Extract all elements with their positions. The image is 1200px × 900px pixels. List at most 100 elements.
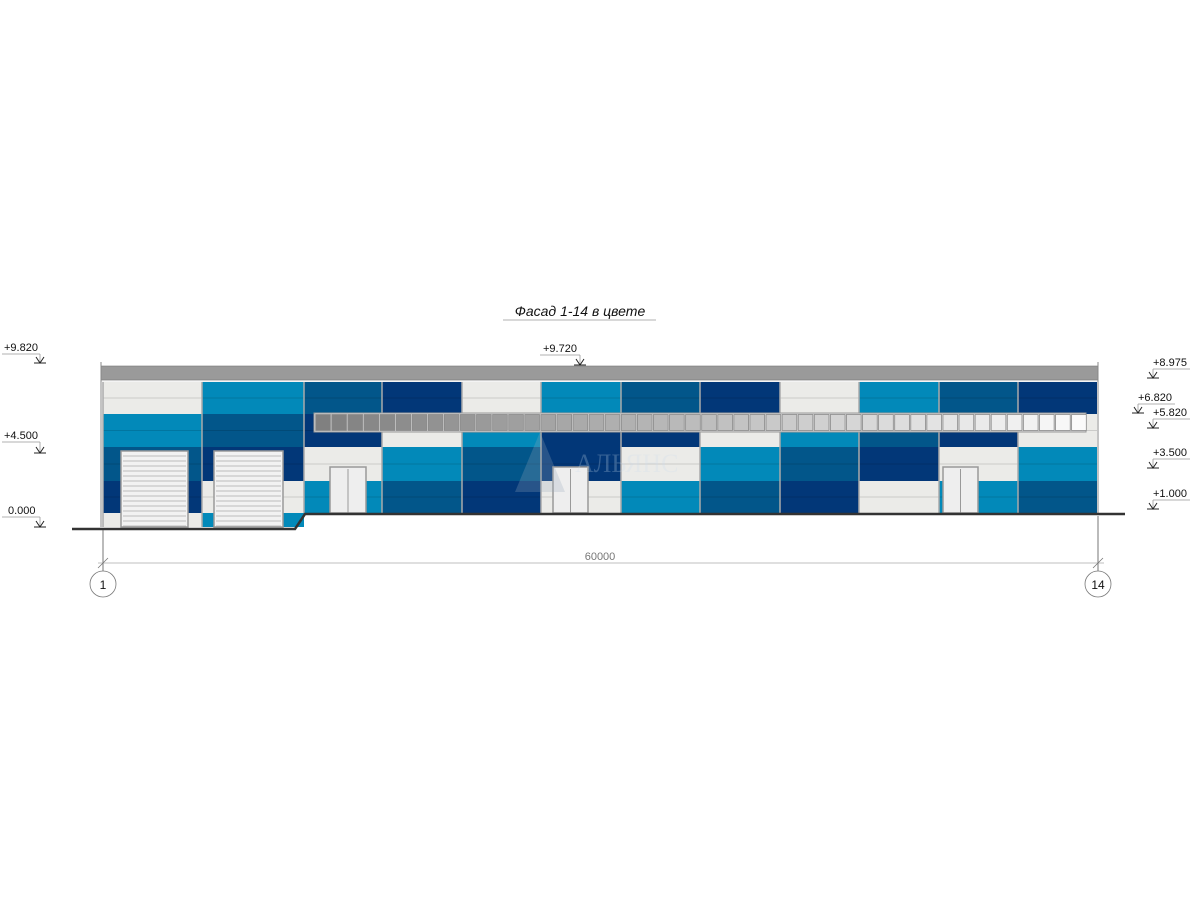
elevation-label: +9.820: [4, 342, 38, 354]
drawing-title: Фасад 1-14 в цвете: [515, 303, 646, 319]
elevation-label: +3.500: [1153, 447, 1187, 459]
elevation-arrow-icon: [1147, 461, 1159, 469]
doors: [120, 450, 979, 528]
window-pane: [846, 414, 862, 431]
window-pane: [1071, 414, 1087, 431]
window-pane: [653, 414, 669, 431]
window-pane: [894, 414, 910, 431]
wall-panel-band: [103, 382, 202, 414]
window-pane: [926, 414, 942, 431]
elevation-marker: +9.820: [2, 342, 46, 364]
wall-panel-band: [382, 447, 462, 481]
wall-panel-band: [202, 414, 304, 447]
wall-panel-band: [700, 447, 780, 481]
elevation-marker: +5.820: [1147, 407, 1190, 429]
window-pane: [1055, 414, 1071, 431]
wall-panel-band: [780, 382, 859, 414]
window-pane: [797, 414, 814, 431]
wall-panel-band: [462, 447, 541, 481]
axis-label-1: 1: [100, 578, 107, 592]
elevation-marker: +1.000: [1147, 488, 1190, 510]
elevation-arrow-icon: [34, 520, 46, 528]
window-pane: [701, 414, 717, 431]
elevation-label: +6.820: [1138, 392, 1172, 404]
dimension-tick: [97, 557, 109, 569]
window-pane: [958, 414, 975, 431]
rolling-door: [120, 450, 189, 528]
window-pane: [781, 414, 798, 431]
window-pane: [862, 414, 878, 431]
wall-panel-band: [859, 382, 939, 414]
wall-panel-band: [1018, 382, 1097, 414]
wall-panel-band: [304, 382, 382, 414]
elevation-label: +8.975: [1153, 357, 1187, 369]
window-pane: [974, 414, 991, 431]
window-pane: [347, 414, 363, 431]
window-pane: [524, 414, 540, 431]
elevation-arrow-icon: [1132, 406, 1144, 414]
elevation-marker: +3.500: [1147, 447, 1190, 469]
elevation-label: 0.000: [8, 505, 36, 517]
window-pane: [620, 414, 637, 431]
wall-panel-band: [1018, 481, 1097, 513]
wall-panel-band: [700, 382, 780, 414]
elevation-marker: +4.500: [2, 430, 46, 454]
axis-bubble-14: [1084, 570, 1112, 598]
wall-panel-band: [780, 481, 859, 513]
window-pane: [829, 414, 846, 431]
wall-panel-band: [382, 382, 462, 414]
window-pane: [878, 414, 894, 431]
wall-panel-band: [462, 481, 541, 513]
window-pane: [540, 414, 556, 431]
wall-panel-band: [621, 382, 700, 414]
wall-panel-band: [462, 382, 541, 414]
window-pane: [1022, 414, 1039, 431]
wall-panel-band: [859, 481, 939, 513]
window-pane: [990, 414, 1007, 431]
window-pane: [669, 414, 685, 431]
elevation-marker: 0.000: [2, 505, 46, 528]
watermark-triangle-icon: [515, 432, 565, 492]
wall-panel-band: [859, 447, 939, 481]
window-pane: [379, 414, 396, 431]
wall-panel-band: [541, 382, 621, 414]
elevation-marker: +9.720: [540, 343, 586, 366]
window-pane: [508, 414, 524, 431]
elevation-label: +5.820: [1153, 407, 1187, 419]
elevation-arrow-icon: [1147, 371, 1159, 379]
elevation-arrow-icon: [1147, 421, 1159, 429]
window-pane: [363, 414, 380, 431]
wall-panel-band: [621, 447, 700, 481]
window-pane: [636, 414, 653, 431]
window-pane: [395, 414, 412, 431]
window-pane: [604, 414, 621, 431]
facade-top-trim: [101, 380, 1098, 382]
window-pane: [1006, 414, 1023, 431]
elevation-arrow-icon: [574, 358, 586, 366]
elevation-label: +1.000: [1153, 488, 1187, 500]
window-pane: [411, 414, 428, 431]
wall-panel-band: [202, 382, 304, 414]
axis-bubble-1: [89, 570, 117, 598]
wall-panel-band: [382, 481, 462, 513]
window-pane: [476, 414, 492, 431]
svg-text:АЛЬЯНС: АЛЬЯНС: [575, 449, 678, 478]
window-pane: [315, 414, 331, 431]
window-pane: [685, 414, 701, 431]
elevation-label: +4.500: [4, 430, 38, 442]
wall-panel-band: [103, 414, 202, 447]
wall-panel-band: [621, 481, 700, 513]
axis-label-14: 14: [1091, 578, 1105, 592]
window-pane: [749, 414, 766, 431]
rolling-door: [213, 450, 284, 528]
window-pane: [492, 414, 508, 431]
ground-line: [72, 512, 1125, 531]
window-pane: [1039, 414, 1055, 431]
window-pane: [572, 414, 589, 431]
window-strip: [313, 412, 1087, 433]
window-pane: [813, 414, 830, 431]
wall-panel-band: [1018, 447, 1097, 481]
window-pane: [331, 414, 347, 431]
elevation-arrow-icon: [1147, 502, 1159, 510]
